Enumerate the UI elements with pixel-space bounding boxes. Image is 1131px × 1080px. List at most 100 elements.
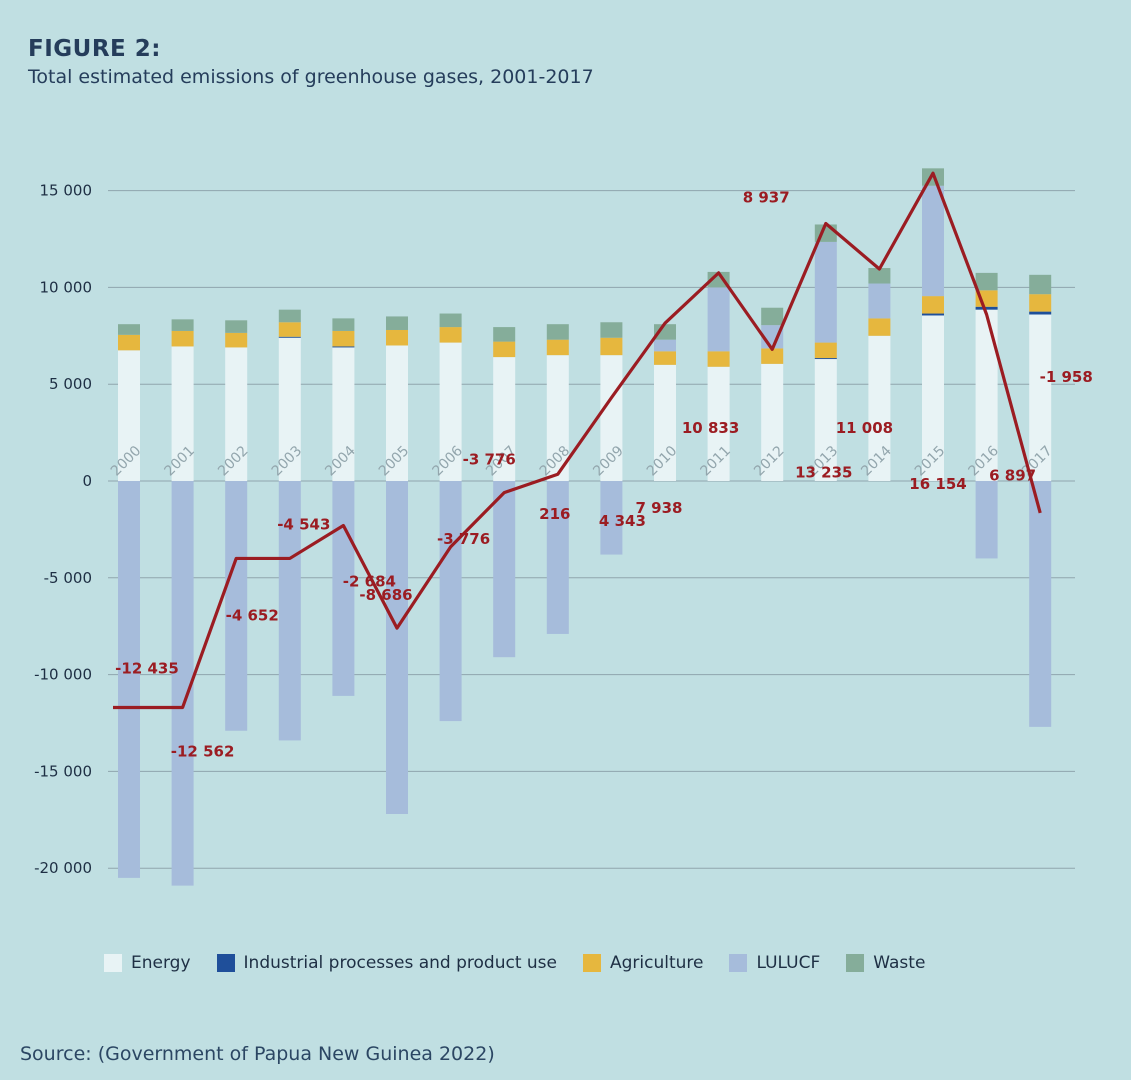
chart-legend: Energy Industrial processes and product … [104,953,951,973]
legend-swatch-waste [846,954,865,972]
y-tick-label: -20 000 [34,859,92,877]
y-tick-label: 5 000 [49,375,92,393]
total-data-label: -12 435 [115,660,179,678]
emissions-chart: 15 000 10 000 5 000 0 -5 000 -10 000 -15 000 -2… [34,168,1093,886]
legend-swatch-lulucf [729,954,748,972]
total-data-label: 16 154 [909,475,966,493]
bar-lulucf-2000 [118,481,140,878]
bar-waste-2014 [868,268,891,284]
bar-agriculture-2006 [439,327,462,343]
legend-item-agriculture: Agriculture [582,953,704,973]
legend-label-industrial: Industrial processes and product use [243,953,557,973]
bar-agriculture-2013 [814,342,837,359]
total-emissions-line [113,171,1042,710]
bar-lulucf-2010 [654,339,676,352]
bar-lulucf-2005 [386,481,408,814]
bar-waste-2005 [386,316,408,330]
bar-industrial-2003 [278,336,301,338]
bar-waste-2004 [332,318,355,331]
bar-agriculture-2008 [546,339,569,356]
legend-label-energy: Energy [131,953,191,973]
bar-energy-2007 [493,357,516,481]
y-tick-label: -5 000 [44,569,92,587]
bar-agriculture-2014 [868,318,891,336]
bar-lulucf-2001 [171,481,194,886]
legend-label-agriculture: Agriculture [609,953,704,973]
legend-item-energy: Energy [104,953,191,973]
bar-energy-2008 [546,355,569,481]
bar-lulucf-2013 [814,241,837,343]
total-data-label: -1 958 [1040,368,1093,386]
bar-waste-2009 [600,322,623,338]
bar-energy-2009 [600,355,623,481]
bar-lulucf-2003 [278,481,301,741]
bar-energy-2005 [386,345,408,481]
bar-waste-2006 [439,313,462,328]
bar-waste-2001 [171,319,194,331]
legend-swatch-industrial [216,954,235,972]
bar-waste-2008 [546,324,569,340]
total-data-label: -3 776 [437,530,490,548]
y-tick-label: 0 [82,472,92,490]
bar-lulucf-2009 [600,481,623,555]
legend-item-waste: Waste [846,953,925,973]
bar-lulucf-2015 [922,185,944,297]
bar-energy-2011 [707,366,730,481]
bar-waste-2007 [493,327,516,342]
figure-label: FIGURE 2: [28,36,161,62]
legend-item-lulucf: LULUCF [729,953,820,973]
bar-industrial-2015 [922,313,944,316]
y-tick-label: 15 000 [40,182,93,200]
total-data-label: -8 686 [359,586,412,604]
bar-agriculture-2010 [654,351,676,365]
bar-energy-2013 [814,359,837,481]
total-data-label: -4 652 [226,606,279,624]
y-tick-label: -15 000 [34,762,92,780]
bar-agriculture-2017 [1029,294,1052,312]
bar-agriculture-2001 [171,330,194,347]
bar-agriculture-2007 [493,341,516,358]
bar-industrial-2016 [975,306,998,310]
bar-waste-2002 [225,320,248,333]
bar-agriculture-2012 [761,348,784,364]
bar-waste-2010 [654,324,676,340]
bar-energy-2000 [118,350,140,481]
bar-waste-2017 [1029,274,1052,295]
bar-energy-2010 [654,364,676,481]
bar-lulucf-2008 [546,481,569,634]
total-data-label: 4 343 [599,512,646,530]
total-data-label: -12 562 [171,743,235,761]
total-data-label: 216 [539,505,570,523]
total-data-label: 6 897 [989,467,1036,485]
bar-lulucf-2007 [493,481,516,658]
bar-lulucf-2006 [439,481,462,722]
figure-title: Total estimated emissions of greenhouse … [28,66,594,88]
bar-waste-2016 [975,272,998,291]
bar-agriculture-2004 [332,330,355,347]
bar-waste-2000 [118,324,140,335]
bar-energy-2004 [332,347,355,481]
legend-swatch-agriculture [582,954,601,972]
total-data-label: 8 937 [743,188,790,206]
legend-swatch-energy [104,954,122,972]
bar-lulucf-2016 [975,481,998,559]
bar-lulucf-2011 [707,287,730,352]
bar-waste-2012 [761,307,784,326]
total-data-label: -2 684 [343,573,396,591]
y-tick-label: 10 000 [40,278,93,296]
bar-agriculture-2009 [600,337,623,356]
bar-energy-2015 [922,315,944,481]
total-data-label: 13 235 [795,464,852,482]
bar-energy-2016 [975,309,998,481]
bar-energy-2012 [761,363,784,481]
bar-waste-2011 [707,271,730,288]
legend-item-industrial: Industrial processes and product use [216,953,557,973]
total-data-label: 7 938 [636,499,683,517]
bar-agriculture-2005 [386,329,408,346]
bar-industrial-2004 [332,346,355,348]
bar-lulucf-2017 [1029,481,1052,727]
legend-label-lulucf: LULUCF [756,953,821,973]
total-data-label: 11 008 [836,419,893,437]
bar-lulucf-2014 [868,283,891,319]
total-data-label: -4 543 [277,515,330,533]
